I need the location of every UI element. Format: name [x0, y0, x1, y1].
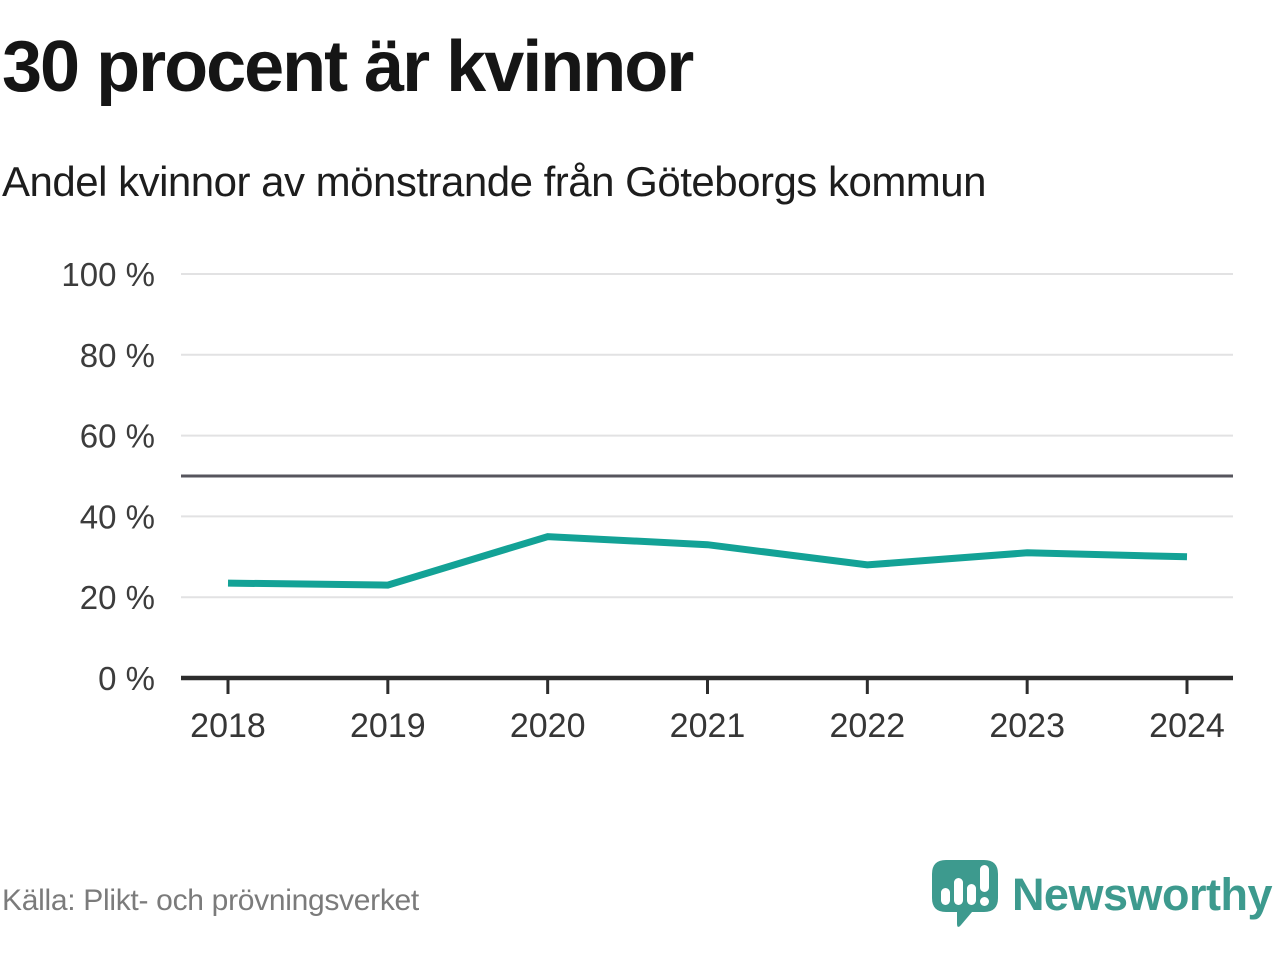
x-axis-label-2023: 2023 [989, 707, 1065, 745]
line-chart: 2018 2019 2020 2021 2022 2023 2024 0 % 20 % 40 % 6… [61, 256, 1233, 745]
x-axis-label-2018: 2018 [190, 707, 266, 745]
y-axis-label-40: 40 % [80, 498, 155, 535]
x-axis-label-2024: 2024 [1149, 707, 1225, 745]
chart-subtitle: Andel kvinnor av mönstrande från Götebor… [2, 158, 987, 205]
bar-tall [953, 878, 963, 905]
x-axis-label-2020: 2020 [510, 707, 586, 745]
bar-short [940, 888, 950, 905]
y-axis-label-0: 0 % [98, 660, 155, 697]
bar-medium [966, 884, 976, 905]
newsworthy-speech-bubble-bar-chart-icon [931, 860, 998, 927]
x-axis-label-2019: 2019 [350, 707, 426, 745]
y-axis-label-100: 100 % [61, 256, 155, 293]
exclamation-bar [979, 865, 989, 892]
data-line-andel-kvinnor [227, 533, 1188, 589]
chart-title: 30 procent är kvinnor [2, 27, 694, 107]
y-axis-label-20: 20 % [80, 579, 155, 616]
newsworthy-logo-text: Newsworthy [1011, 869, 1273, 920]
exclamation-dot [979, 897, 989, 906]
y-axis-label-80: 80 % [80, 337, 155, 374]
x-axis-label-2022: 2022 [830, 707, 906, 745]
newsworthy-logo: Newsworthy [930, 856, 1273, 934]
y-axis-label-60: 60 % [80, 418, 155, 455]
x-axis-label-2021: 2021 [670, 707, 746, 745]
source-note: Källa: Plikt- och prövningsverket [2, 884, 419, 917]
